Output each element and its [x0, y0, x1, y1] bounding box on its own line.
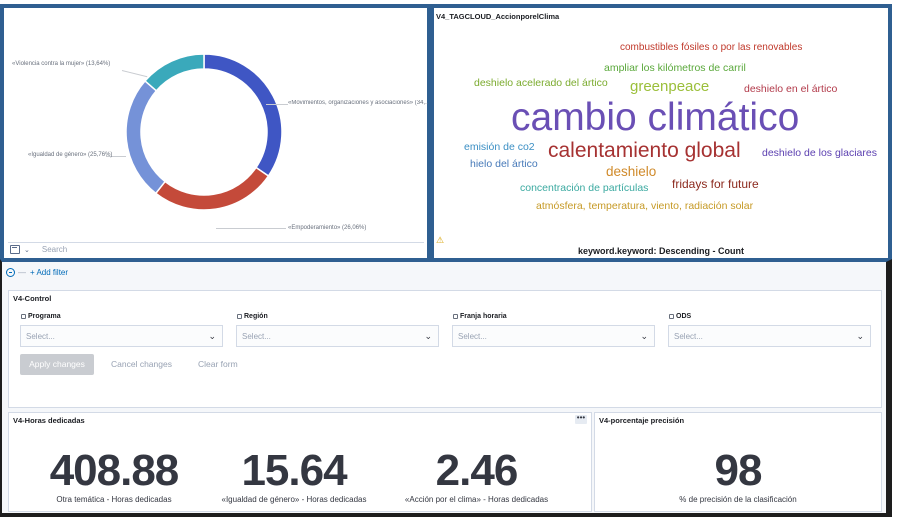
tag-deshielo[interactable]: deshielo [606, 164, 657, 179]
filter-icon [669, 314, 674, 319]
metric-igualdad: 15.64 «Igualdad de género» - Horas dedic… [204, 446, 384, 505]
metric-accion-clima: 2.46 «Acción por el clima» - Horas dedic… [389, 446, 564, 505]
tag-greenpeace[interactable]: greenpeace [630, 78, 710, 95]
slice-empoderamiento[interactable] [154, 166, 270, 211]
slice-label-movimientos: «Movimientos, organizaciones y asociacio… [288, 100, 428, 106]
panel-title: V4-Control [13, 294, 52, 303]
chevron-down-icon: ⌄ [208, 331, 216, 341]
slice-movimientos[interactable] [203, 53, 283, 178]
control-panel: V4-Control Programa Select... ⌄ Región Se… [8, 290, 882, 408]
metric-label: «Igualdad de género» - Horas dedicadas [221, 495, 367, 504]
chevron-down-icon: ⌄ [640, 331, 648, 341]
slice-violencia[interactable] [143, 53, 205, 92]
ods-select[interactable]: Select... ⌄ [668, 325, 871, 347]
metric-otra-tematica: 408.88 Otra temática - Horas dedicadas [19, 446, 209, 505]
clear-form-button[interactable]: Clear form [198, 359, 238, 369]
tagcloud-panel: V4_TAGCLOUD_AccionporelClima combustible… [430, 4, 892, 262]
leader-line [106, 156, 126, 157]
metric-label: % de precisión de la clasificación [679, 495, 797, 504]
panel-title: V4-porcentaje precisión [599, 416, 685, 425]
filter-icon [453, 314, 458, 319]
filter-bar: — + Add filter [6, 265, 68, 279]
donut-chart [125, 53, 283, 211]
tag-hielo-artico[interactable]: hielo del ártico [470, 158, 538, 170]
dashboard-bottom: — + Add filter V4-Control Programa Selec… [0, 259, 892, 517]
tag-calentamiento-global[interactable]: calentamiento global [548, 139, 741, 162]
panel-menu-button[interactable]: ••• [575, 413, 587, 424]
slice-label-igualdad: «Igualdad de género» (25,76%) [28, 152, 113, 158]
chevron-down-icon[interactable]: ⌄ [24, 246, 30, 254]
slice-igualdad[interactable] [125, 79, 167, 195]
tag-concentracion[interactable]: concentración de partículas [520, 182, 649, 194]
tag-deshielo-artico[interactable]: deshielo en el ártico [744, 83, 838, 95]
programa-select[interactable]: Select... ⌄ [20, 325, 223, 347]
add-filter-link[interactable]: + Add filter [30, 267, 69, 277]
metric-precision: 98 % de precisión de la clasificación [595, 446, 881, 505]
panel-title: V4_TAGCLOUD_AccionporelClima [436, 12, 560, 21]
control-label-franja: Franja horaria [453, 313, 507, 320]
donut-chart-panel: «Violencia contra la mujer» (13,64%) «Mo… [0, 4, 430, 262]
horas-panel: V4-Horas dedicadas ••• 408.88 Otra temát… [8, 412, 592, 512]
tagcloud-footer: keyword.keyword: Descending - Count [577, 246, 745, 256]
metric-value: 15.64 [241, 446, 347, 495]
franja-select[interactable]: Select... ⌄ [452, 325, 655, 347]
precision-panel: V4-porcentaje precisión 98 % de precisió… [594, 412, 882, 512]
warning-icon[interactable]: ⚠ [436, 235, 445, 245]
tag-deshielo-glaciares[interactable]: deshielo de los glaciares [762, 147, 877, 159]
slice-label-empoderamiento: «Empoderamiento» (26,06%) [288, 225, 367, 231]
leader-line [216, 228, 286, 229]
slice-label-violencia: «Violencia contra la mujer» (13,64%) [12, 61, 111, 67]
control-label-region: Región [237, 313, 268, 320]
filter-separator: — [18, 267, 26, 277]
tag-ampliar[interactable]: ampliar los kilómetros de carril [604, 62, 746, 74]
cancel-changes-button[interactable]: Cancel changes [111, 359, 172, 369]
search-row: ⌄ Search [8, 242, 424, 256]
filter-icon [21, 314, 26, 319]
panel-title: V4-Horas dedicadas [13, 416, 85, 425]
tag-fridays[interactable]: fridays for future [672, 177, 759, 191]
metric-label: «Acción por el clima» - Horas dedicadas [404, 495, 549, 504]
save-icon[interactable] [10, 245, 20, 254]
filter-icon [237, 314, 242, 319]
metric-value: 408.88 [49, 446, 180, 495]
tag-emision-co2[interactable]: emisión de co2 [464, 141, 535, 153]
tag-atmosfera[interactable]: atmósfera, temperatura, viento, radiació… [536, 200, 754, 212]
apply-changes-button[interactable]: Apply changes [20, 354, 94, 375]
region-select[interactable]: Select... ⌄ [236, 325, 439, 347]
tag-cambio-climatico[interactable]: cambio climático [511, 96, 800, 139]
control-label-programa: Programa [21, 313, 61, 320]
tag-combustibles[interactable]: combustibles fósiles o por las renovable… [620, 42, 803, 53]
chevron-down-icon: ⌄ [424, 331, 432, 341]
leader-line [266, 104, 288, 105]
metric-value: 98 [714, 446, 763, 495]
metric-label: Otra temática - Horas dedicadas [56, 495, 172, 504]
metric-value: 2.46 [435, 446, 519, 495]
filter-options-icon[interactable] [6, 267, 15, 277]
tag-deshielo-acelerado[interactable]: deshielo acelerado del ártico [474, 77, 608, 89]
search-input[interactable]: Search [41, 245, 68, 254]
control-label-ods: ODS [669, 313, 691, 320]
chevron-down-icon: ⌄ [856, 331, 864, 341]
